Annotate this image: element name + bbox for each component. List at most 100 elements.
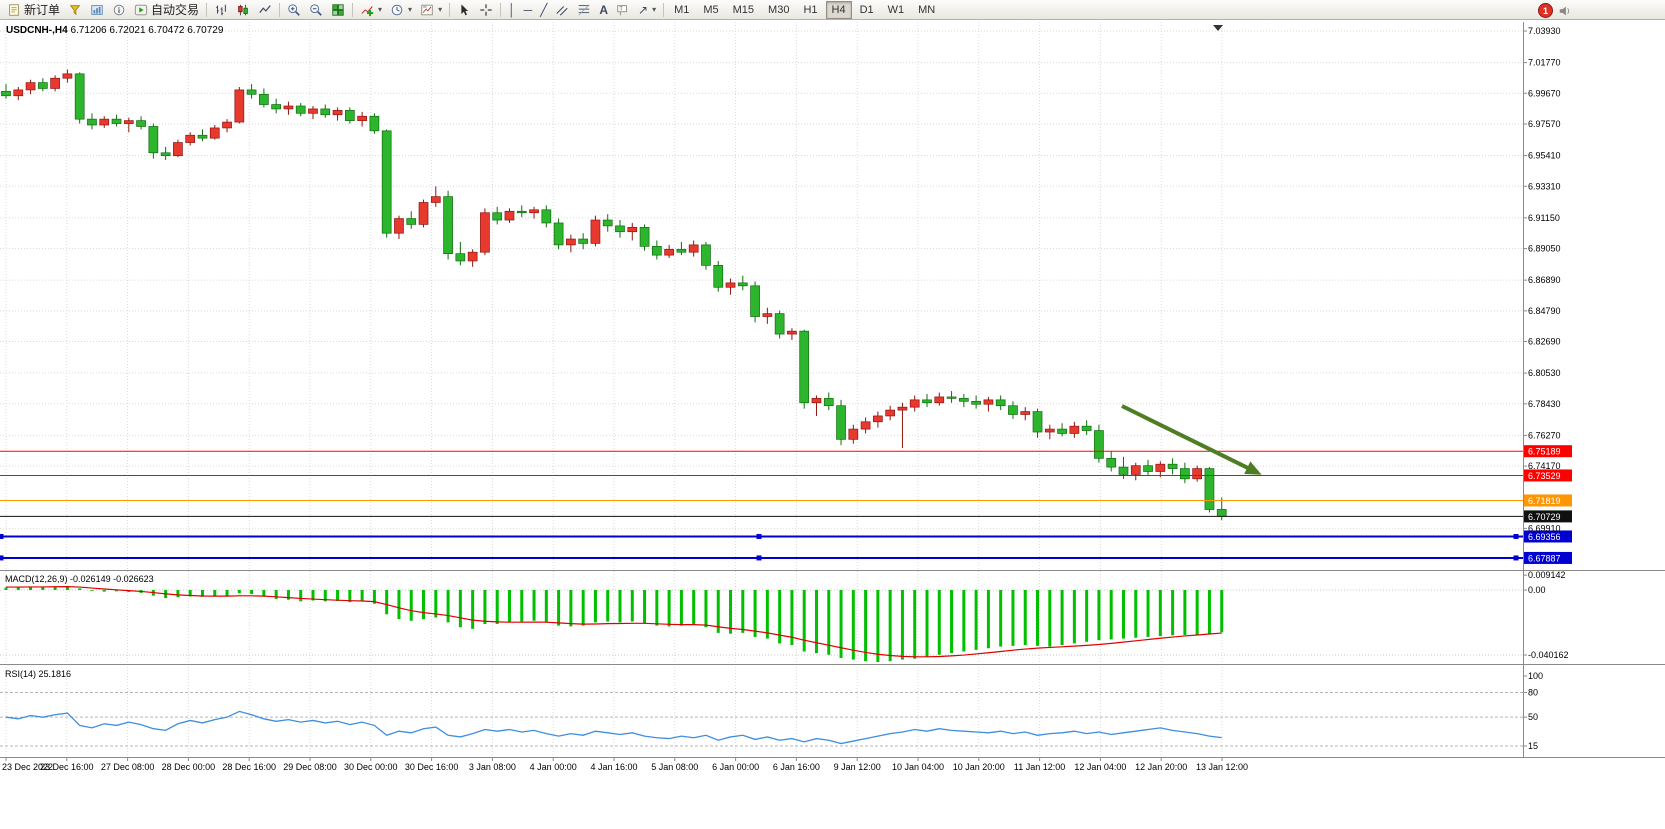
zoom-out-button[interactable] — [305, 0, 327, 20]
candle — [639, 224, 650, 251]
speaker-icon[interactable] — [1558, 4, 1572, 18]
svg-text:13 Jan 12:00: 13 Jan 12:00 — [1196, 762, 1248, 772]
ohlc-quote: 6.71206 6.72021 6.70472 6.70729 — [70, 25, 224, 36]
timeframe-button-h4[interactable]: H4 — [825, 0, 852, 19]
candle — [74, 72, 85, 124]
data-window-button[interactable] — [108, 0, 130, 20]
timeframe-button-m30[interactable]: M30 — [768, 3, 790, 16]
candle — [602, 214, 613, 232]
text-label-tool-button[interactable]: T — [612, 0, 634, 20]
candle — [971, 395, 981, 409]
candle — [1057, 423, 1067, 437]
trendline-tool-button[interactable]: ╱ — [536, 0, 551, 20]
price-line[interactable]: 6.75189 — [0, 445, 1572, 458]
timeframe-button-h1[interactable]: H1 — [803, 3, 818, 16]
price-line[interactable]: 6.73529 — [0, 469, 1572, 482]
separator — [279, 2, 281, 17]
panel-frame — [0, 22, 1665, 758]
svg-text:23 Dec 2022: 23 Dec 2022 — [2, 762, 53, 772]
candle — [787, 328, 797, 340]
chevron-down-icon: ▾ — [408, 5, 413, 14]
price-line[interactable]: 6.71819 — [0, 494, 1572, 507]
svg-text:4 Jan 00:00: 4 Jan 00:00 — [530, 762, 577, 772]
svg-text:6 Jan 00:00: 6 Jan 00:00 — [712, 762, 759, 772]
candle — [320, 104, 331, 118]
price-line[interactable]: 6.67887 — [0, 551, 1572, 564]
fibonacci-tool-button[interactable] — [573, 0, 595, 20]
text-tool-button[interactable]: A — [595, 0, 612, 20]
autotrade-button[interactable]: 自动交易 — [130, 0, 203, 20]
chevron-down-icon: ▾ — [652, 5, 657, 14]
market-watch-button[interactable] — [64, 0, 86, 20]
vertical-line-icon: │ — [508, 2, 516, 17]
cursor-icon — [461, 3, 469, 15]
grid-layer — [0, 22, 1523, 757]
candle — [541, 205, 552, 228]
svg-text:10 Jan 20:00: 10 Jan 20:00 — [953, 762, 1005, 772]
channel-tool-button[interactable] — [551, 0, 573, 20]
horizontal-line-tool-button[interactable]: ─ — [520, 0, 537, 20]
cursor-button[interactable] — [453, 0, 475, 20]
chart-shift-triangle[interactable] — [1213, 25, 1223, 31]
timeframe-button-d1[interactable]: D1 — [859, 3, 874, 16]
timeframe-button-m5[interactable]: M5 — [703, 3, 719, 16]
candle — [13, 86, 24, 101]
trendline-icon: ╱ — [540, 2, 548, 17]
candle — [1192, 465, 1203, 482]
templates-button[interactable]: ▾ — [416, 0, 446, 20]
candle — [1094, 424, 1104, 463]
candle — [222, 119, 232, 133]
candlestick-chart-button[interactable] — [232, 0, 254, 20]
new-order-button[interactable]: 新订单 — [3, 0, 64, 20]
svg-text:12 Jan 20:00: 12 Jan 20:00 — [1135, 762, 1187, 772]
tile-windows-button[interactable] — [327, 0, 349, 20]
toolbar: 新订单 自动交易 ▾ ▾ ▾ — [0, 0, 1665, 20]
svg-text:6.91150: 6.91150 — [1528, 213, 1560, 223]
candle — [246, 84, 257, 99]
candle — [811, 395, 822, 416]
price-line[interactable]: 6.70729 — [0, 510, 1572, 523]
candle — [848, 424, 859, 444]
timeframe-button-w1[interactable]: W1 — [887, 3, 905, 16]
vertical-line-tool-button[interactable]: │ — [504, 0, 520, 20]
timeframe-toolbar: M1 M5 M15 M30 H1 H4 D1 W1 MN — [667, 0, 942, 19]
timeframe-button-m15[interactable]: M15 — [732, 3, 755, 16]
fibonacci-icon — [578, 3, 590, 16]
price-line[interactable]: 6.69356 — [0, 530, 1572, 543]
svg-text:10 Jan 04:00: 10 Jan 04:00 — [892, 762, 944, 772]
price-tag — [1524, 469, 1572, 482]
svg-text:6.95410: 6.95410 — [1528, 151, 1561, 161]
candle — [664, 244, 674, 259]
candle — [197, 129, 208, 142]
candle — [1, 84, 11, 99]
indicators-button[interactable]: ▾ — [356, 0, 386, 20]
toolbar-right-cluster: 1 — [1538, 3, 1572, 18]
svg-text:6.82690: 6.82690 — [1528, 337, 1561, 347]
chart-canvas[interactable]: 6.75189 6.73529 6.71819 6.70729 6.69356 6.678… — [0, 20, 1665, 829]
timeframe-button-m1[interactable]: M1 — [674, 3, 690, 16]
candle — [799, 329, 810, 409]
svg-text:12 Jan 04:00: 12 Jan 04:00 — [1074, 762, 1126, 772]
trend-arrow[interactable] — [1121, 404, 1262, 475]
notification-badge[interactable]: 1 — [1538, 3, 1553, 18]
candle — [897, 402, 908, 449]
candle — [958, 394, 969, 408]
svg-text:3 Jan 08:00: 3 Jan 08:00 — [469, 762, 516, 772]
macd-signal-line — [6, 586, 1222, 658]
arrows-tool-button[interactable]: ↗ ▾ — [634, 0, 660, 20]
svg-text:6.76270: 6.76270 — [1528, 430, 1561, 440]
price-axis[interactable]: 7.03930 7.01770 6.99670 6.97570 6.95410 6.933… — [1523, 26, 1569, 751]
rsi-line — [5, 710, 1222, 745]
periods-button[interactable]: ▾ — [386, 0, 416, 20]
svg-text:-0.040162: -0.040162 — [1528, 650, 1569, 660]
timeframe-button-mn[interactable]: MN — [918, 3, 936, 16]
svg-text:4 Jan 16:00: 4 Jan 16:00 — [590, 762, 637, 772]
chart-window-button[interactable] — [86, 0, 108, 20]
clock-icon — [391, 4, 403, 15]
chart-window-icon — [91, 4, 103, 15]
crosshair-button[interactable] — [475, 0, 497, 20]
bar-chart-button[interactable] — [210, 0, 232, 20]
line-chart-button[interactable] — [254, 0, 276, 20]
zoom-in-button[interactable] — [283, 0, 305, 20]
